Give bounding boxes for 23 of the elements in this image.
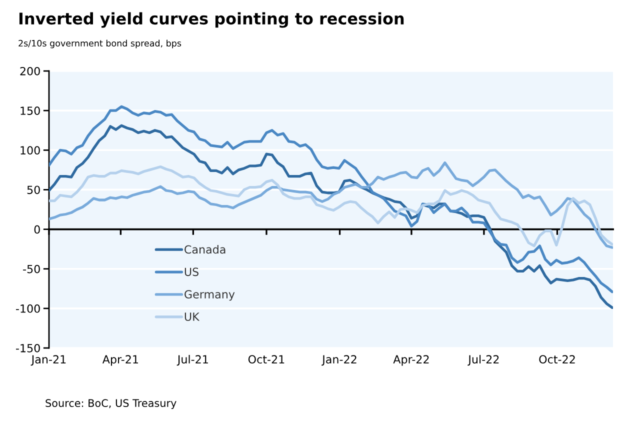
legend-label: UK (184, 312, 200, 321)
chart-subtitle: 2s/10s government bond spread, bps (18, 40, 182, 48)
x-tick-label: Apr-21 (102, 355, 138, 366)
legend-label: Canada (184, 245, 226, 254)
x-tick-label: Jul-22 (468, 354, 499, 366)
y-tick-label: 200 (20, 66, 40, 76)
x-tick-label: Apr-22 (393, 355, 429, 366)
x-tick-label: Oct-21 (248, 355, 284, 364)
x-tick-label: Jan-22 (322, 355, 356, 366)
y-tick-label: 150 (20, 106, 40, 115)
legend-label: US (184, 268, 199, 276)
legend-label: Germany (184, 290, 235, 301)
y-tick-label: -50 (23, 264, 40, 274)
y-tick-label: 50 (27, 186, 40, 194)
x-tick-label: Jul-21 (176, 354, 208, 366)
source-note: Source: BoC, US Treasury (46, 399, 176, 410)
x-tick-label: Jan-21 (30, 355, 66, 366)
y-tick-label: -150 (16, 344, 40, 352)
y-tick-label: 0 (34, 225, 40, 234)
x-tick-label: Oct-22 (539, 355, 575, 364)
y-tick-label: -100 (16, 304, 40, 313)
chart-title: Inverted yield curves pointing to recession (19, 12, 404, 28)
y-tick-label: 100 (20, 146, 40, 155)
